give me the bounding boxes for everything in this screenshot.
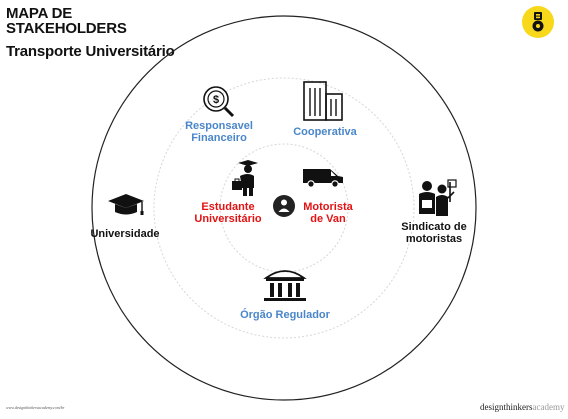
page-title: MAPA DE STAKEHOLDERS: [6, 5, 127, 37]
dollar-magnifier-icon: $: [203, 86, 235, 118]
protesters-icon: [419, 179, 457, 216]
user-circle-icon: [273, 195, 295, 217]
outer-ring: [91, 15, 477, 401]
building-icon: [303, 81, 343, 121]
svg-text:$: $: [213, 94, 219, 106]
middle-ring: [153, 77, 415, 339]
footer-brand-light: academy: [532, 402, 565, 412]
footer-brand-dark: designthinkers: [480, 402, 533, 412]
brand-logo: [522, 6, 554, 38]
label-estudante-universitario: Estudante Universitário: [194, 201, 262, 225]
label-motorista-de-van: Motorista de Van: [303, 201, 353, 225]
label-universidade: Universidade: [90, 228, 160, 240]
page-subtitle: Transporte Universitário: [6, 43, 175, 60]
label-responsavel-financeiro: Responsavel Financeiro: [185, 120, 253, 144]
footer-url[interactable]: www.designthinkersacademy.com/br: [6, 405, 65, 410]
graduate-student-icon: [232, 160, 258, 196]
inner-ring: [219, 143, 349, 273]
footer-brand: designthinkersacademy: [480, 402, 564, 412]
label-cooperativa: Cooperativa: [293, 126, 357, 138]
label-orgao-regulador: Órgão Regulador: [240, 309, 330, 321]
van-icon: [303, 169, 343, 188]
brand-logo-icon: [532, 12, 544, 32]
label-sindicato-de-motoristas: Sindicato de motoristas: [401, 221, 467, 245]
graduation-cap-icon: [108, 194, 144, 215]
government-building-icon: [263, 270, 307, 301]
